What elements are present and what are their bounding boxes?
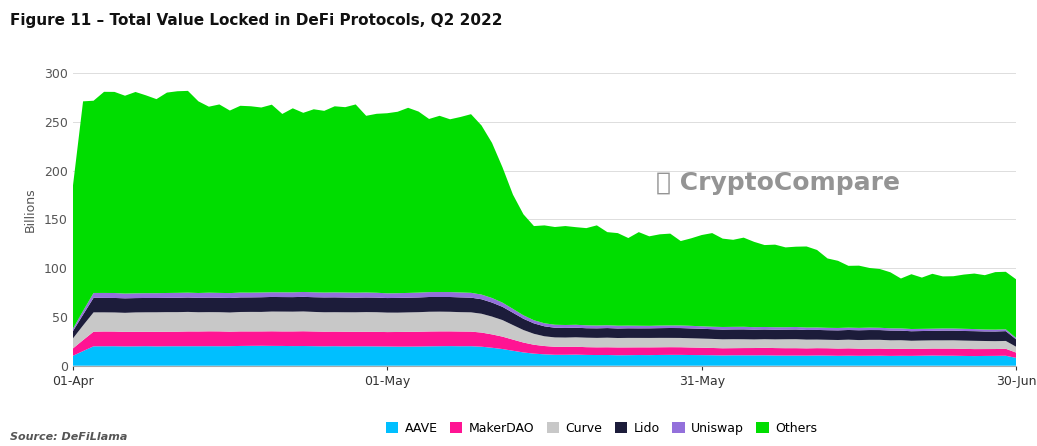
Text: Figure 11 – Total Value Locked in DeFi Protocols, Q2 2022: Figure 11 – Total Value Locked in DeFi P…	[10, 13, 503, 29]
Text: Ⓜ CryptoCompare: Ⓜ CryptoCompare	[655, 171, 900, 195]
Text: Source: DeFiLlama: Source: DeFiLlama	[10, 432, 128, 442]
Legend: AAVE, MakerDAO, Curve, Lido, Uniswap, Others: AAVE, MakerDAO, Curve, Lido, Uniswap, Ot…	[381, 417, 822, 440]
Y-axis label: Billions: Billions	[24, 187, 37, 232]
